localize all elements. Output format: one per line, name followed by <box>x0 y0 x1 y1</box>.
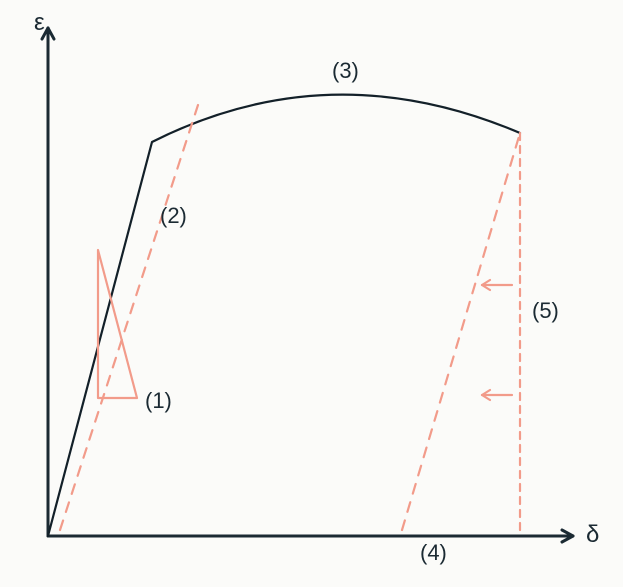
x-axis-label: δ <box>586 521 599 548</box>
arrow-5-to-4-bottom <box>482 390 512 400</box>
dashed-line-2 <box>60 105 198 530</box>
arrow-5-to-4-top <box>482 280 512 290</box>
y-axis-label: ε <box>34 9 45 36</box>
label-5: (5) <box>532 298 559 323</box>
label-2: (2) <box>160 203 187 228</box>
label-1: (1) <box>145 388 172 413</box>
curve-main <box>48 95 520 536</box>
label-3: (3) <box>332 58 359 83</box>
dashed-line-4 <box>402 133 520 530</box>
label-4: (4) <box>420 540 447 565</box>
